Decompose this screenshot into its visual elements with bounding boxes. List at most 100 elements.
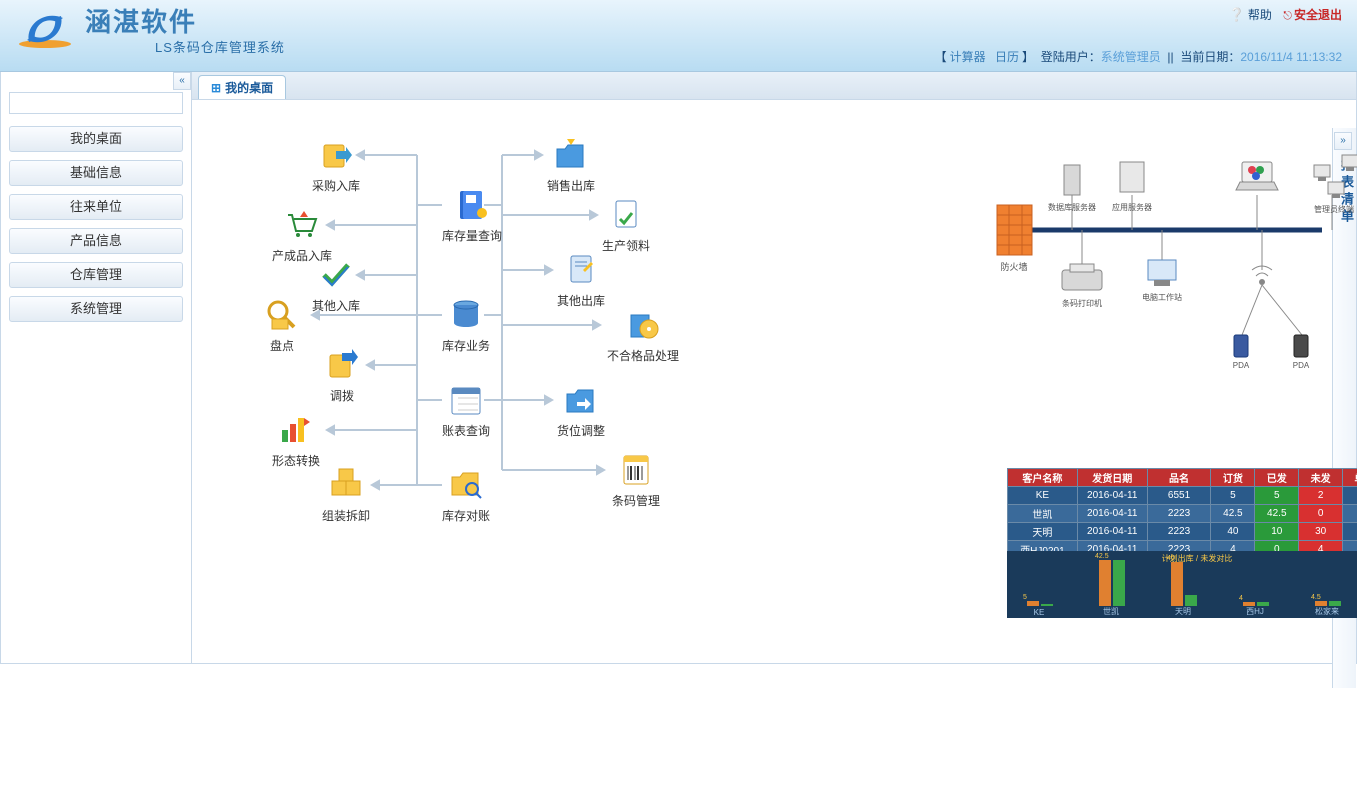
table-header: 未发 <box>1299 469 1343 487</box>
axis-label: 松家来 <box>1307 606 1347 617</box>
user-prefix: 登陆用户： <box>1041 50 1101 64</box>
flow-node-label: 采购入库 <box>312 177 360 194</box>
glass-icon <box>262 295 302 335</box>
table-cell: 5 <box>1255 487 1299 505</box>
tab-my-desktop[interactable]: ⊞ 我的桌面 <box>198 75 286 99</box>
flow-node-center_acct[interactable]: 账表查询 <box>442 380 490 439</box>
brand-logo-icon <box>15 4 75 54</box>
calculator-link[interactable]: 计算器 <box>950 50 986 64</box>
sidebar: « 我的桌面基础信息往来单位产品信息仓库管理系统管理 <box>0 72 192 664</box>
flow-node-r4[interactable]: 不合格品处理 <box>607 305 679 364</box>
table-header: 品名 <box>1147 469 1211 487</box>
bar-green <box>1113 560 1125 606</box>
flow-node-l6[interactable]: 形态转换 <box>272 410 320 469</box>
bar-value: 5 <box>1023 594 1027 601</box>
table-cell: 0 <box>1299 505 1343 523</box>
sidebar-collapse-button[interactable]: « <box>173 72 191 90</box>
table-cell: 2016-04-11 <box>1077 505 1147 523</box>
brand-subtitle: LS条码仓库管理系统 <box>85 37 285 56</box>
header-info-bar: 【计算器 日历】 登陆用户：系统管理员 || 当前日期：2016/11/4 11… <box>935 48 1342 65</box>
flow-node-r2[interactable]: 生产领料 <box>602 195 650 254</box>
db-icon <box>446 295 486 335</box>
axis-label: 世凯 <box>1091 606 1131 617</box>
table-cell: KE <box>1008 487 1078 505</box>
bar-value: 4.5 <box>1311 594 1321 601</box>
sidebar-item-2[interactable]: 往来单位 <box>9 194 183 220</box>
brand-title: 涵湛软件 <box>85 2 285 39</box>
flow-node-label: 账表查询 <box>442 422 490 439</box>
flow-node-label: 销售出库 <box>547 177 595 194</box>
user-name: 系统管理员 <box>1101 50 1161 64</box>
table-cell: 30 <box>1299 523 1343 541</box>
flow-node-r5[interactable]: 货位调整 <box>557 380 605 439</box>
flow-node-label: 库存业务 <box>442 337 490 354</box>
bar-green <box>1185 595 1197 606</box>
tab-bar: ⊞ 我的桌面 <box>192 72 1356 100</box>
book-icon <box>452 185 492 225</box>
flow-node-center_recon[interactable]: 库存对账 <box>442 465 490 524</box>
help-icon: ❔ <box>1229 7 1245 22</box>
svg-text:PDA: PDA <box>1233 361 1250 370</box>
swap-icon <box>322 345 362 385</box>
flow-node-l3[interactable]: 其他入库 <box>312 255 360 314</box>
table-cell: 天明 <box>1008 523 1078 541</box>
svg-text:应用服务器: 应用服务器 <box>1112 202 1152 212</box>
doc-check-icon <box>606 195 646 235</box>
help-link[interactable]: 帮助 <box>1248 8 1272 22</box>
flow-node-center_top[interactable]: 库存量查询 <box>442 185 502 244</box>
flow-node-label: 其他入库 <box>312 297 360 314</box>
bar-value: 42.5 <box>1095 553 1109 560</box>
doc-edit-icon <box>561 250 601 290</box>
table-cell: 箱 <box>1343 523 1357 541</box>
check-icon <box>316 255 356 295</box>
flow-node-label: 盘点 <box>262 337 302 354</box>
table-cell: 2223 <box>1147 523 1211 541</box>
axis-label: 西HJ <box>1235 606 1275 617</box>
sidebar-search-input[interactable] <box>9 92 183 114</box>
sidebar-item-1[interactable]: 基础信息 <box>9 160 183 186</box>
svg-text:电脑工作站: 电脑工作站 <box>1142 292 1182 302</box>
tab-label: 我的桌面 <box>225 77 273 99</box>
desktop-canvas: 报表清单 » 防火墙 数据库服务器 应用服务器 <box>192 100 1356 660</box>
flow-node-l4[interactable]: 盘点 <box>262 295 302 354</box>
dashboard-bar-chart: 计划出库 / 未发对比5KE42.5世凯40天明4西HJ4.5松家来 <box>1007 551 1357 618</box>
calendar-link[interactable]: 日历 <box>995 50 1019 64</box>
table-cell: 40 <box>1211 523 1255 541</box>
box-arrow-icon <box>316 135 356 175</box>
axis-label: KE <box>1019 608 1059 617</box>
flow-node-l1[interactable]: 采购入库 <box>312 135 360 194</box>
table-cell: 10 <box>1255 523 1299 541</box>
folder-up-icon <box>551 135 591 175</box>
bar-orange <box>1099 560 1111 606</box>
bar-green <box>1041 604 1053 606</box>
barcode-icon <box>616 450 656 490</box>
calendar-icon <box>446 380 486 420</box>
flow-node-label: 生产领料 <box>602 237 650 254</box>
flow-node-label: 条码管理 <box>612 492 660 509</box>
sidebar-item-3[interactable]: 产品信息 <box>9 228 183 254</box>
bar-value: 4 <box>1239 595 1243 602</box>
boxes-icon <box>326 465 366 505</box>
current-datetime: 2016/11/4 11:13:32 <box>1240 50 1342 64</box>
flow-node-r1[interactable]: 销售出库 <box>547 135 595 194</box>
table-cell: 5 <box>1211 487 1255 505</box>
sidebar-item-4[interactable]: 仓库管理 <box>9 262 183 288</box>
sidebar-item-0[interactable]: 我的桌面 <box>9 126 183 152</box>
flow-node-center_mid[interactable]: 库存业务 <box>442 295 490 354</box>
folder-move-icon <box>561 380 601 420</box>
flow-node-label: 调拨 <box>322 387 362 404</box>
flow-node-label: 不合格品处理 <box>607 347 679 364</box>
table-cell: 2016-04-11 <box>1077 487 1147 505</box>
flow-node-label: 库存对账 <box>442 507 490 524</box>
flow-node-l5[interactable]: 调拨 <box>322 345 362 404</box>
logout-link[interactable]: 安全退出 <box>1294 8 1342 22</box>
network-diagram: 防火墙 数据库服务器 应用服务器 管理员终端 <box>982 120 1357 370</box>
flow-node-l7[interactable]: 组装拆卸 <box>322 465 370 524</box>
bar-orange <box>1171 562 1183 606</box>
sidebar-item-5[interactable]: 系统管理 <box>9 296 183 322</box>
flow-node-r3[interactable]: 其他出库 <box>557 250 605 309</box>
table-cell: 42.5 <box>1211 505 1255 523</box>
logout-icon: ⎋ <box>1283 10 1292 22</box>
flow-node-r6[interactable]: 条码管理 <box>612 450 660 509</box>
table-row: 天明2016-04-112223401030箱 <box>1008 523 1357 541</box>
